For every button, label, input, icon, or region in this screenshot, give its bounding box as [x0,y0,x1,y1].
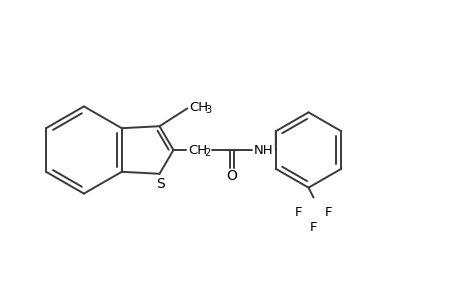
Text: CH: CH [188,143,207,157]
Text: O: O [226,169,237,183]
Text: F: F [324,206,331,219]
Text: S: S [156,177,164,191]
Text: F: F [309,221,317,234]
Text: NH: NH [253,143,273,157]
Text: F: F [294,206,302,219]
Text: CH: CH [189,101,208,114]
Text: 3: 3 [205,105,211,116]
Text: 2: 2 [204,148,210,158]
